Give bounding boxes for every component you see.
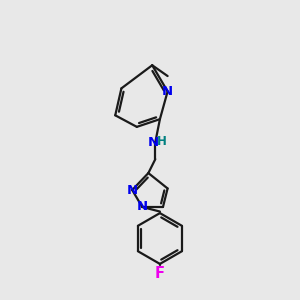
- Text: N: N: [162, 85, 173, 98]
- Text: N: N: [136, 200, 148, 213]
- Text: H: H: [157, 135, 166, 148]
- Text: F: F: [155, 266, 165, 281]
- Text: N: N: [127, 184, 138, 196]
- Text: N: N: [147, 136, 158, 149]
